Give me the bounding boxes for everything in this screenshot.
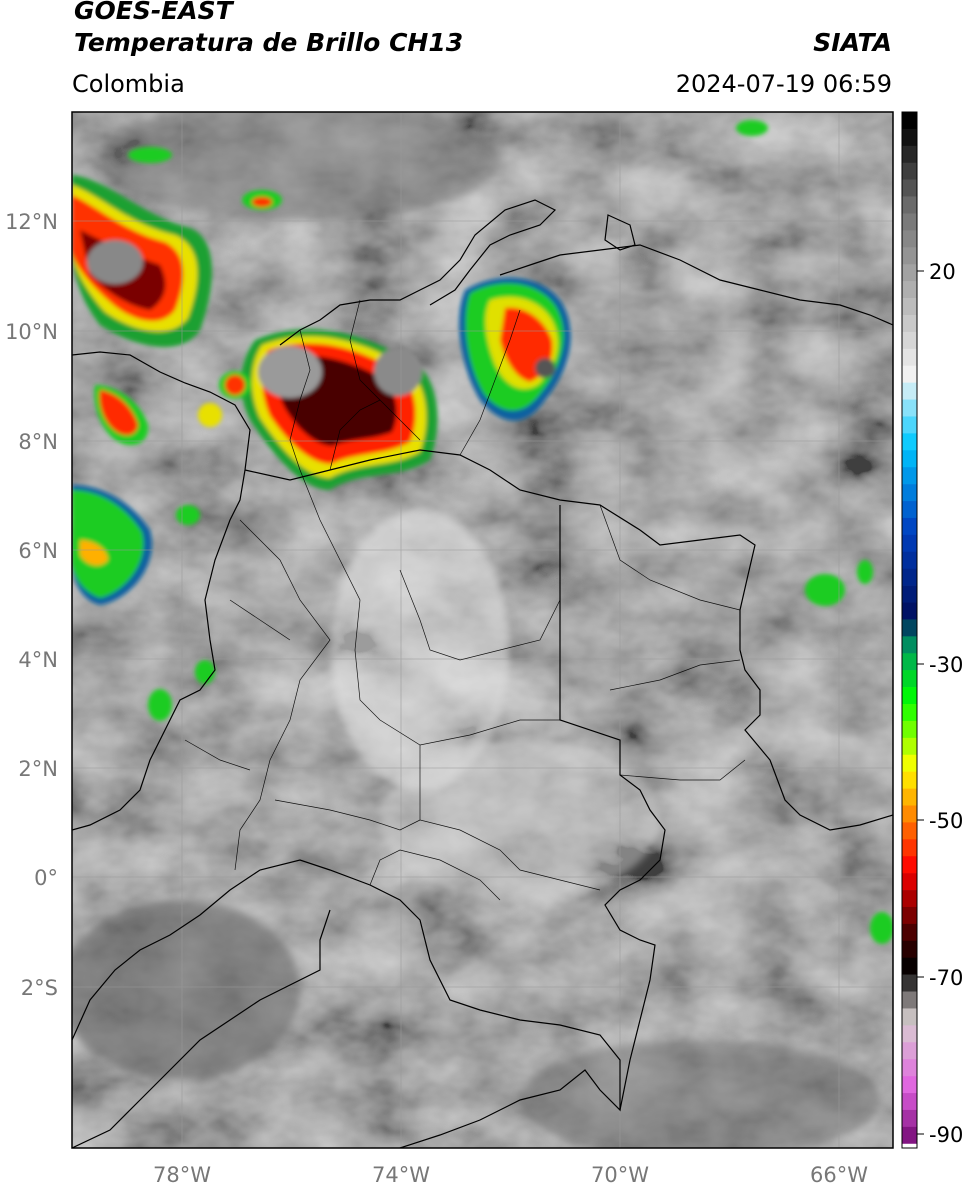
- colorbar-segment: [902, 687, 917, 705]
- colorbar-segment: [902, 805, 917, 823]
- colorbar-segment: [902, 1126, 917, 1145]
- lat-label: 4°N: [18, 648, 58, 672]
- colorbar-segment: [902, 331, 917, 350]
- colorbar-segment: [902, 568, 917, 586]
- satellite-title: GOES-EAST: [74, 0, 233, 25]
- map-frame: [71, 111, 894, 1149]
- colorbar: 20 -30 -50 -70 -90: [901, 111, 963, 1161]
- colorbar-segment: [902, 399, 917, 417]
- colorbar-segment: [902, 771, 917, 789]
- colorbar-tick-label: -70: [929, 966, 963, 990]
- colorbar-segment: [902, 314, 917, 333]
- colorbar-segment: [902, 348, 917, 367]
- colorbar-segment: [902, 906, 917, 925]
- colorbar-segment: [902, 382, 917, 400]
- colorbar-segment: [902, 873, 917, 891]
- colorbar-segment: [902, 1109, 917, 1128]
- colorbar-segment: [902, 991, 917, 1009]
- colorbar-segment: [902, 839, 917, 857]
- colorbar-segment: [902, 957, 917, 975]
- colorbar-segment: [902, 1008, 917, 1026]
- lat-label: 8°N: [18, 430, 58, 454]
- region-label: Colombia: [72, 70, 185, 98]
- lon-label: 70°W: [591, 1163, 649, 1187]
- colorbar-segment: [902, 602, 917, 620]
- lon-label: 66°W: [810, 1163, 868, 1187]
- colorbar-tick-label: -50: [929, 809, 963, 833]
- colorbar-segment: [902, 484, 917, 502]
- colorbar-segment: [902, 923, 917, 942]
- colorbar-segment: [902, 720, 917, 739]
- product-title: Temperatura de Brillo CH13: [74, 28, 464, 57]
- colorbar-segment: [902, 754, 917, 772]
- colorbar-segment: [902, 281, 917, 299]
- colorbar-segment: [902, 145, 917, 164]
- colorbar-segment: [902, 619, 917, 637]
- colorbar-segment: [902, 1059, 917, 1077]
- colorbar-tick-label: 20: [929, 260, 956, 284]
- lat-label: 0°: [34, 866, 58, 890]
- colorbar-tick-label: -30: [929, 653, 963, 677]
- colorbar-segment: [902, 788, 917, 806]
- colorbar-tick-label: -90: [929, 1123, 963, 1147]
- colorbar-segment: [902, 822, 917, 840]
- colorbar-segment: [902, 365, 917, 383]
- colorbar-segment: [902, 501, 917, 519]
- colorbar-segment: [902, 264, 917, 282]
- colorbar-segment: [902, 298, 917, 316]
- colorbar-segment: [902, 416, 917, 434]
- convective-cells: [72, 120, 893, 944]
- colorbar-segment: [902, 585, 917, 603]
- colorbar-segment: [902, 162, 917, 180]
- lon-label: 74°W: [372, 1163, 430, 1187]
- colorbar-segment: [902, 636, 917, 654]
- colorbar-segment: [902, 704, 917, 722]
- colorbar-gradient: [902, 112, 917, 1161]
- colorbar-segment: [902, 213, 917, 231]
- colorbar-segment: [902, 467, 917, 485]
- borders: [72, 199, 893, 1148]
- datetime-label: 2024-07-19 06:59: [675, 70, 892, 98]
- colorbar-segment: [902, 856, 917, 874]
- colorbar-segment: [902, 196, 917, 214]
- colorbar-segment: [902, 517, 917, 536]
- colorbar-segment: [902, 737, 917, 756]
- colorbar-segment: [902, 1093, 917, 1111]
- lon-label: 78°W: [153, 1163, 211, 1187]
- colorbar-segment: [902, 670, 917, 688]
- department-borders: [184, 299, 746, 901]
- colorbar-segment: [902, 450, 917, 468]
- longitude-labels: 78°W 74°W 70°W 66°W: [153, 1163, 868, 1187]
- graticule: [72, 112, 893, 1148]
- colorbar-segment: [902, 179, 917, 197]
- organization-label: SIATA: [813, 28, 892, 57]
- lat-label: 10°N: [5, 320, 58, 344]
- colorbar-ticks: [917, 270, 924, 1135]
- colorbar-segment: [902, 653, 917, 671]
- lat-label: 2°S: [21, 976, 58, 1000]
- colorbar-segment: [902, 230, 917, 248]
- colorbar-segment: [902, 1076, 917, 1094]
- lat-label: 2°N: [18, 757, 58, 781]
- colorbar-frame: [901, 111, 918, 1149]
- lat-label: 6°N: [18, 539, 58, 563]
- colorbar-segment: [902, 112, 917, 130]
- colorbar-segment: [902, 433, 917, 451]
- colorbar-segment: [902, 940, 917, 959]
- latitude-labels: 12°N 10°N 8°N 6°N 4°N 2°N 0° 2°S: [5, 210, 58, 1000]
- map-area: [72, 112, 893, 1148]
- colorbar-segment: [902, 247, 917, 265]
- colorbar-segment: [902, 534, 917, 553]
- colorbar-segment: [902, 128, 917, 147]
- colorbar-segment: [902, 551, 917, 569]
- colorbar-segment: [902, 1042, 917, 1060]
- colorbar-segment: [902, 890, 917, 908]
- colorbar-segment: [902, 1025, 917, 1043]
- colorbar-segment: [902, 1143, 917, 1161]
- colorbar-segment: [902, 974, 917, 992]
- lat-label: 12°N: [5, 210, 58, 234]
